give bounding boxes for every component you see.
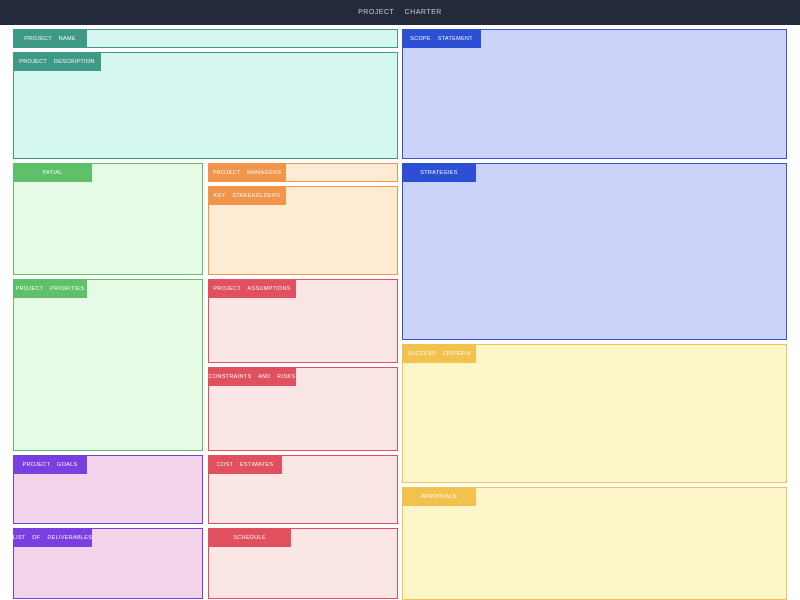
section: PROJECT PRIORITIES xyxy=(13,279,203,451)
section: STRATEGIES xyxy=(402,163,787,340)
section: PROJECT NAME xyxy=(13,29,398,48)
section: PROJECT ASSUMPTIONS xyxy=(208,279,398,363)
section-label: PATIAL xyxy=(13,163,92,182)
section-label: PROJECT ASSUMPTIONS xyxy=(208,279,296,298)
section-label: APPROVALS xyxy=(402,487,476,506)
section-label: STRATEGIES xyxy=(402,163,476,182)
section: SUCCESS CRITERIA xyxy=(402,344,787,483)
section-label: PROJECT NAME xyxy=(13,29,87,48)
section: LIST OF DELIVERABLES xyxy=(13,528,203,599)
section: PATIAL xyxy=(13,163,203,275)
section-label: KEY STAKEHOLDERS xyxy=(208,186,286,205)
section: APPROVALS xyxy=(402,487,787,600)
section-label: PROJECT DESCRIPTION xyxy=(13,52,101,71)
section-label: PROJECT MANAGERS xyxy=(208,163,286,182)
section: CONSTRAINTS AND RISKS xyxy=(208,367,398,451)
section-label: SUCCESS CRITERIA xyxy=(402,344,476,363)
section-label: CONSTRAINTS AND RISKS xyxy=(208,367,296,386)
section: SCHEDULE xyxy=(208,528,398,599)
section: PROJECT MANAGERS xyxy=(208,163,398,182)
section: COST ESTIMATES xyxy=(208,455,398,524)
section: PROJECT GOALS xyxy=(13,455,203,524)
section-label: SCHEDULE xyxy=(208,528,291,547)
section-label: LIST OF DELIVERABLES xyxy=(13,528,92,547)
section-label: COST ESTIMATES xyxy=(208,455,282,474)
section-label: SCOPE STATEMENT xyxy=(402,29,481,48)
section-label: PROJECT PRIORITIES xyxy=(13,279,87,298)
header-title: PROJECT CHARTER xyxy=(358,9,442,16)
section-label: PROJECT GOALS xyxy=(13,455,87,474)
section: PROJECT DESCRIPTION xyxy=(13,52,398,159)
section: SCOPE STATEMENT xyxy=(402,29,787,159)
header: PROJECT CHARTER xyxy=(0,0,800,25)
section: KEY STAKEHOLDERS xyxy=(208,186,398,275)
